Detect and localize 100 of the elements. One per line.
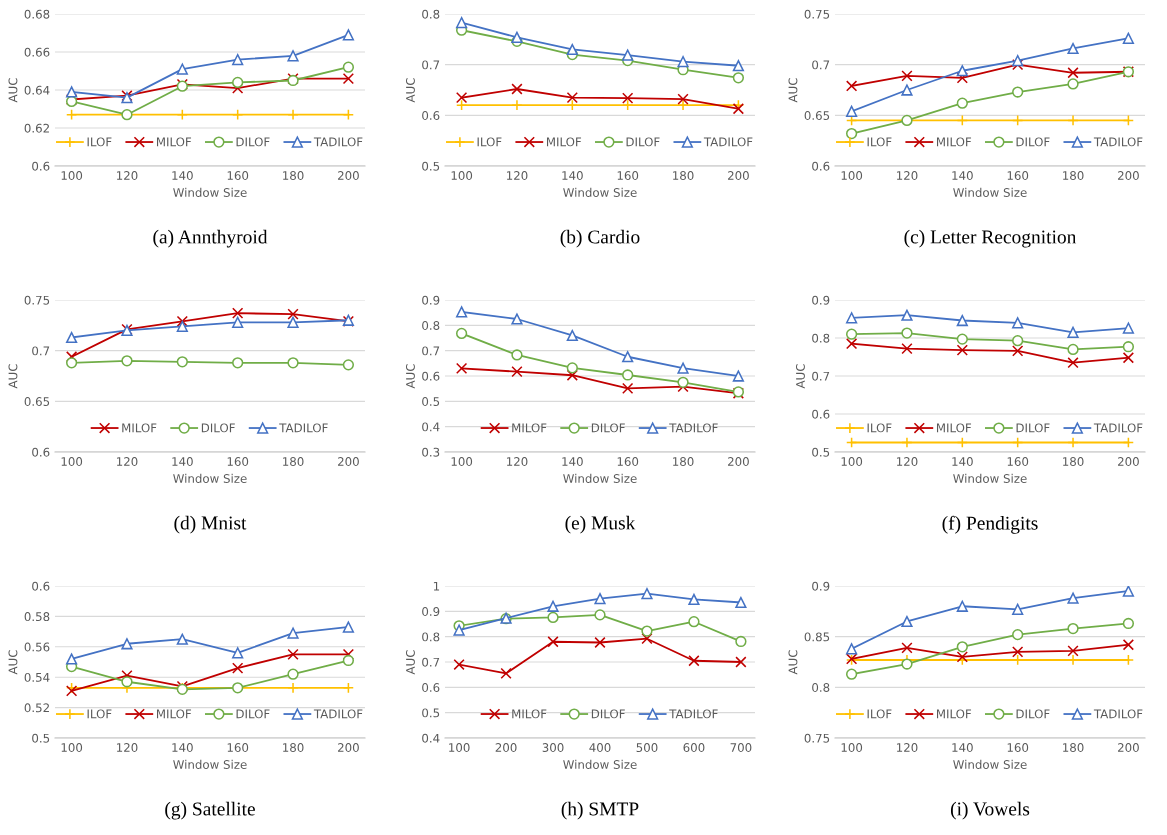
x-tick-label: 140 xyxy=(172,743,193,752)
x-tick-label: 100 xyxy=(449,743,470,752)
x-tick-label: 600 xyxy=(683,743,705,752)
x-tick-label: 160 xyxy=(1007,743,1029,752)
text: (g) Satellite xyxy=(165,801,255,820)
x-tick-label: 180 xyxy=(673,457,694,466)
y-tick-label: 0.9 xyxy=(422,295,440,305)
legend-label: MILOF xyxy=(156,137,192,147)
y-tick-label: 0.6 xyxy=(32,581,50,591)
legend-label: ILOF xyxy=(87,709,112,719)
x-tick-label: 140 xyxy=(172,457,193,466)
x-tick-label: 700 xyxy=(730,743,752,752)
y-tick-label: 0.58 xyxy=(24,612,50,622)
y-axis-title: AUC xyxy=(405,364,415,389)
x-tick-label: 140 xyxy=(952,457,973,466)
x-tick-label: 160 xyxy=(1007,457,1029,466)
x-tick-label: 120 xyxy=(506,457,528,466)
y-tick-label: 0.65 xyxy=(804,111,830,120)
y-tick-label: 0.6 xyxy=(422,111,440,120)
y-tick-label: 0.7 xyxy=(32,346,50,356)
y-tick-label: 0.7 xyxy=(422,346,440,356)
x-tick-label: 180 xyxy=(1063,743,1084,752)
x-tick-label: 180 xyxy=(673,171,694,180)
y-tick-label: 0.3 xyxy=(422,447,440,457)
x-axis-title: Window Size xyxy=(563,187,637,197)
y-tick-label: 0.7 xyxy=(422,60,440,70)
x-axis-title: Window Size xyxy=(953,473,1027,483)
y-axis-title: AUC xyxy=(405,78,415,103)
y-tick-label: 0.5 xyxy=(812,447,830,457)
legend-label: TADILOF xyxy=(313,709,363,719)
x-tick-label: 100 xyxy=(61,457,83,466)
text: (e) Musk xyxy=(565,515,636,534)
x-tick-label: 120 xyxy=(896,171,918,180)
legend-label: DILOF xyxy=(236,137,270,147)
y-tick-label: 0.5 xyxy=(32,733,50,743)
legend-label: DILOF xyxy=(236,709,270,719)
x-tick-label: 120 xyxy=(896,457,918,466)
legend-label: TADILOF xyxy=(669,709,718,719)
legend-label: ILOF xyxy=(867,709,892,719)
legend-label: DILOF xyxy=(1016,423,1050,433)
x-tick-label: 140 xyxy=(952,171,973,180)
x-axis-title: Window Size xyxy=(563,759,637,769)
y-tick-label: 0.7 xyxy=(812,371,830,381)
x-tick-label: 180 xyxy=(283,457,304,466)
legend-label: TADILOF xyxy=(703,137,753,147)
x-axis-title: Window Size xyxy=(953,759,1027,769)
x-tick-label: 200 xyxy=(1117,171,1139,180)
x-tick-label: 200 xyxy=(1117,457,1139,466)
x-tick-label: 140 xyxy=(562,457,583,466)
y-tick-label: 0.54 xyxy=(24,672,50,682)
legend-label: ILOF xyxy=(867,423,892,433)
x-tick-label: 160 xyxy=(617,171,639,180)
y-tick-label: 0.5 xyxy=(422,161,440,171)
y-tick-label: 0.6 xyxy=(422,683,440,692)
y-tick-label: 0.4 xyxy=(422,733,440,743)
legend-label: MILOF xyxy=(936,137,972,147)
y-axis-title: AUC xyxy=(8,364,18,389)
x-tick-label: 180 xyxy=(1063,457,1084,466)
legend-label: DILOF xyxy=(1016,137,1050,147)
y-tick-label: 0.8 xyxy=(422,632,440,642)
x-tick-label: 180 xyxy=(283,171,304,180)
x-tick-label: 200 xyxy=(337,743,359,752)
y-tick-label: 0.75 xyxy=(804,9,830,19)
y-tick-label: 0.4 xyxy=(422,422,440,432)
x-axis-title: Window Size xyxy=(953,187,1027,197)
x-tick-label: 200 xyxy=(495,743,517,752)
legend-label: TADILOF xyxy=(669,423,718,433)
legend-label: MILOF xyxy=(122,423,157,433)
legend-label: TADILOF xyxy=(1093,709,1143,719)
y-axis-title: AUC xyxy=(788,650,798,675)
y-tick-label: 0.5 xyxy=(422,397,440,406)
x-tick-label: 140 xyxy=(172,171,193,180)
legend-label: ILOF xyxy=(477,137,502,147)
x-tick-label: 100 xyxy=(841,743,863,752)
legend-label: TADILOF xyxy=(1093,137,1143,147)
legend-label: MILOF xyxy=(512,709,547,719)
x-tick-label: 200 xyxy=(337,171,359,180)
legend-label: ILOF xyxy=(87,137,112,147)
legend-label: DILOF xyxy=(1016,709,1050,719)
y-axis-title: AUC xyxy=(795,364,805,389)
y-tick-label: 0.75 xyxy=(804,733,830,743)
text: (h) SMTP xyxy=(561,801,639,820)
y-tick-label: 0.66 xyxy=(24,47,50,57)
legend-label: MILOF xyxy=(512,423,547,433)
y-tick-label: 0.62 xyxy=(24,123,49,133)
y-tick-label: 0.6 xyxy=(32,447,50,457)
x-tick-label: 180 xyxy=(283,743,304,752)
legend-label: DILOF xyxy=(591,423,625,433)
x-tick-label: 100 xyxy=(451,457,473,466)
legend-label: DILOF xyxy=(626,137,660,147)
x-tick-label: 140 xyxy=(952,743,973,752)
y-axis-title: AUC xyxy=(8,650,18,675)
y-tick-label: 0.8 xyxy=(422,9,440,19)
x-tick-label: 120 xyxy=(116,171,138,180)
y-tick-label: 0.8 xyxy=(812,683,830,692)
y-tick-label: 0.56 xyxy=(24,642,50,652)
x-tick-label: 100 xyxy=(451,171,473,180)
y-tick-label: 0.7 xyxy=(812,60,830,70)
x-tick-label: 120 xyxy=(116,743,138,752)
legend-label: TADILOF xyxy=(1093,423,1143,433)
